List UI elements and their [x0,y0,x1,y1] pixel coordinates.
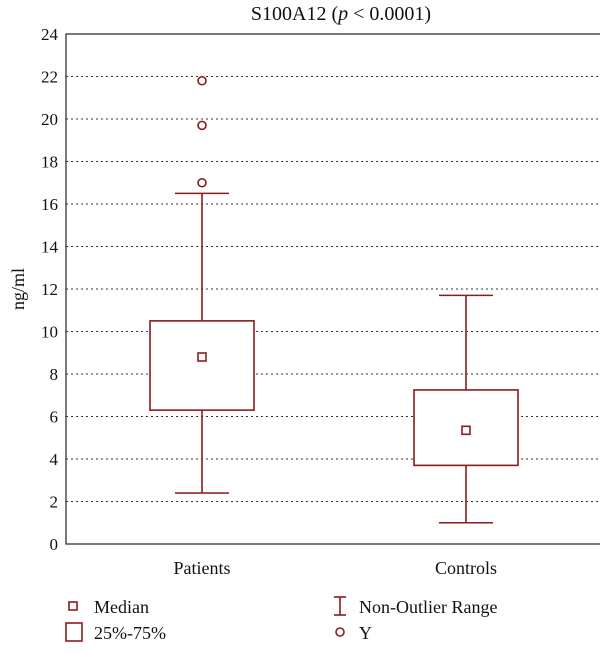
y-tick-label: 6 [50,408,59,427]
y-tick-label: 16 [41,195,58,214]
y-tick-label: 10 [41,323,58,342]
legend-label: Median [94,597,149,617]
legend-label: Non-Outlier Range [359,597,497,617]
grid [66,76,600,502]
y-tick-label: 14 [41,238,59,257]
box-controls [413,294,519,524]
chart-title: S100A12 (p < 0.0001) [251,3,431,25]
outlier-point [197,75,207,86]
y-tick-label: 0 [50,535,59,554]
iqr-box [149,320,255,411]
median-legend-icon [68,601,78,611]
category-label: Patients [174,558,231,578]
box-legend-icon [65,622,83,642]
legend-item-whisker: Non-Outlier Range [334,596,497,617]
outlier-point [197,177,207,188]
x-axis-categories: Patients Controls [174,558,498,578]
legend-item-circle: Y [335,623,372,643]
y-tick-label: 18 [41,153,58,172]
legend-label: 25%-75% [94,623,166,643]
iqr-box [413,389,519,467]
plot-frame [65,33,600,545]
legend: Median Non-Outlier Range 25%-75% Y [65,596,497,643]
y-tick-label: 8 [50,365,59,384]
y-tick-label: 2 [50,493,59,512]
y-tick-label: 12 [41,280,58,299]
median-marker [197,352,207,362]
y-axis-label: ng/ml [8,268,28,310]
outlier-legend-icon [335,627,345,637]
y-tick-label: 20 [41,110,58,129]
median-marker [461,425,471,436]
y-tick-label: 24 [41,25,59,44]
category-label: Controls [435,558,497,578]
legend-item-large-square: 25%-75% [65,622,166,643]
box-patients [149,75,255,494]
legend-label: Y [359,623,372,643]
outlier-point [197,120,207,131]
y-tick-label: 22 [41,68,58,87]
y-tick-label: 4 [50,450,59,469]
legend-item-small-square: Median [68,597,149,617]
boxes [149,75,519,524]
